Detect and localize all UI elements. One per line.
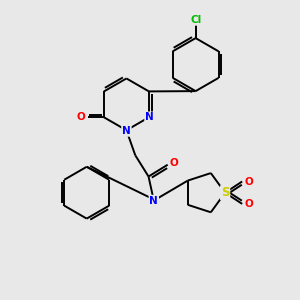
- Text: O: O: [244, 199, 253, 209]
- Text: N: N: [149, 196, 158, 206]
- Text: N: N: [145, 112, 154, 122]
- Text: Cl: Cl: [190, 15, 201, 25]
- Text: O: O: [170, 158, 178, 168]
- Text: O: O: [244, 176, 253, 187]
- Text: N: N: [122, 126, 131, 136]
- Text: O: O: [77, 112, 86, 122]
- Text: S: S: [221, 186, 229, 199]
